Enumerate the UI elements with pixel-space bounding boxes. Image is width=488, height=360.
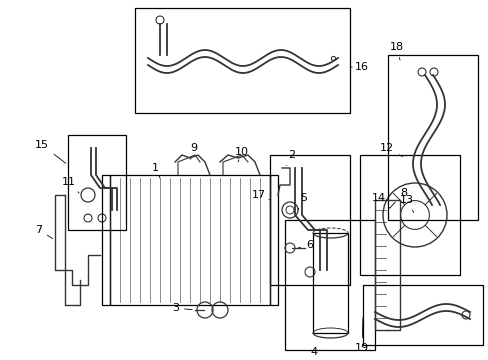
Text: 16: 16 <box>349 62 368 72</box>
Bar <box>387 55 477 220</box>
Bar <box>68 135 126 230</box>
Bar <box>102 175 110 305</box>
Bar <box>135 8 349 113</box>
Bar <box>285 220 374 350</box>
Text: 15: 15 <box>35 140 66 163</box>
Text: 6: 6 <box>297 240 312 250</box>
Text: 1: 1 <box>152 163 160 178</box>
Text: 11: 11 <box>62 177 79 193</box>
Text: 2: 2 <box>285 150 295 166</box>
Text: 7: 7 <box>35 225 53 239</box>
Text: 8: 8 <box>389 188 407 208</box>
Text: 12: 12 <box>379 143 402 157</box>
Bar <box>269 155 349 285</box>
Text: 5: 5 <box>297 193 306 210</box>
Bar <box>269 175 278 305</box>
Text: 4: 4 <box>309 347 319 357</box>
Text: 10: 10 <box>235 147 248 162</box>
Text: 18: 18 <box>389 42 403 60</box>
Bar <box>362 285 482 345</box>
Text: 17: 17 <box>251 190 269 200</box>
Bar <box>359 155 459 275</box>
Text: 14: 14 <box>371 193 389 208</box>
Bar <box>110 175 269 305</box>
Text: 9: 9 <box>190 143 197 159</box>
Bar <box>312 233 347 333</box>
Text: 19: 19 <box>354 318 368 353</box>
Text: 13: 13 <box>399 195 413 212</box>
Text: 3: 3 <box>172 303 192 313</box>
